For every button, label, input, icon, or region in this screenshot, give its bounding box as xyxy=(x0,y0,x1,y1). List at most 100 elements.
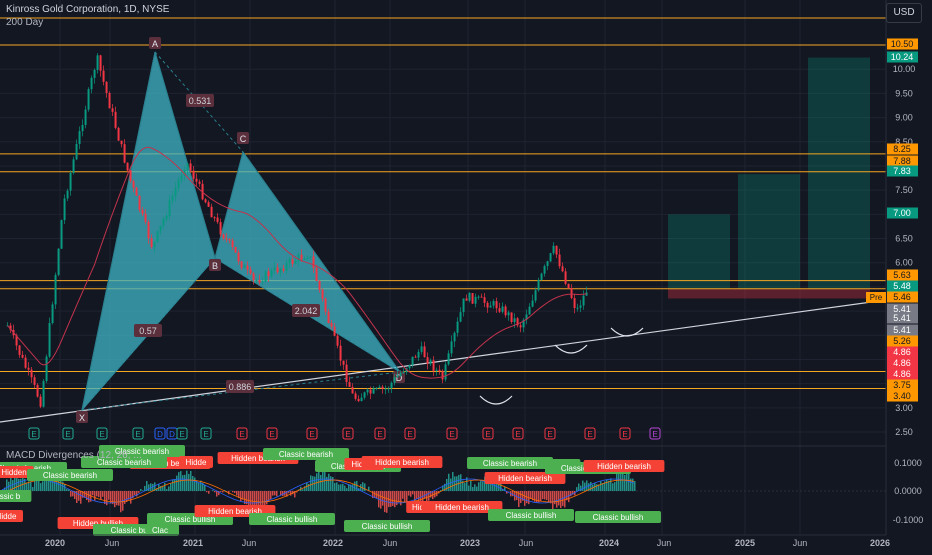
candle-body xyxy=(250,270,252,274)
macd-bar xyxy=(92,491,94,495)
macd-bar xyxy=(192,476,194,491)
candle-body xyxy=(439,370,441,371)
candle-body xyxy=(397,376,399,377)
macd-bar xyxy=(556,491,558,508)
macd-bar xyxy=(390,491,392,507)
candle-body xyxy=(535,290,537,300)
target-zone xyxy=(808,58,870,289)
macd-bar xyxy=(164,483,166,491)
macd-bar xyxy=(458,475,460,491)
candle-body xyxy=(364,392,366,397)
candle-body xyxy=(403,372,405,373)
macd-bar xyxy=(78,491,80,501)
candle-body xyxy=(454,333,456,342)
macd-bar xyxy=(346,488,348,491)
macd-divergence-tag-label: Hidden bearish xyxy=(498,474,552,483)
candle-body xyxy=(379,387,381,388)
candle-body xyxy=(265,271,267,281)
pattern-point-b: B xyxy=(212,261,218,271)
macd-bar xyxy=(406,491,408,502)
candle-body xyxy=(70,173,72,191)
macd-bar xyxy=(40,483,42,491)
target-zone xyxy=(668,214,730,288)
candle-body xyxy=(253,273,255,280)
candle-body xyxy=(319,281,321,290)
event-marker-label: E xyxy=(377,430,382,439)
candle-body xyxy=(334,327,336,336)
time-axis-tick: Jun xyxy=(242,538,257,548)
price-badge-label: 4.86 xyxy=(893,347,911,357)
event-marker-label: E xyxy=(622,430,627,439)
candle-body xyxy=(97,55,99,70)
candle-body xyxy=(496,301,498,308)
macd-bar xyxy=(22,476,24,491)
macd-bar xyxy=(610,478,612,491)
price-axis-tick: 10.00 xyxy=(893,64,916,74)
candle-body xyxy=(442,371,444,379)
moving-average-label[interactable]: 200 Day xyxy=(6,17,43,28)
event-marker-label: E xyxy=(309,430,314,439)
candle-body xyxy=(262,282,264,283)
macd-bar xyxy=(544,491,546,499)
macd-bar xyxy=(590,482,592,491)
candle-body xyxy=(505,306,507,315)
macd-indicator-title[interactable]: MACD Divergences (12, 26, ... xyxy=(6,450,142,461)
macd-divergence-tag-label: Classic bullish xyxy=(506,511,557,520)
macd-bar xyxy=(578,484,580,491)
candle-body xyxy=(136,188,138,196)
price-axis-tick: 6.00 xyxy=(895,258,913,268)
candle-body xyxy=(31,370,33,378)
candle-body xyxy=(340,346,342,361)
macd-bar xyxy=(452,472,454,491)
candle-body xyxy=(256,280,258,281)
macd-bar xyxy=(114,491,116,507)
candle-body xyxy=(178,180,180,188)
macd-bar xyxy=(194,478,196,491)
candle-body xyxy=(514,318,516,322)
candle-body xyxy=(235,247,237,253)
macd-bar xyxy=(272,491,274,496)
symbol-title[interactable]: Kinross Gold Corporation, 1D, NYSE xyxy=(6,4,169,15)
macd-bar xyxy=(530,491,532,499)
currency-button[interactable]: USD xyxy=(886,3,922,23)
macd-bar xyxy=(332,477,334,491)
macd-bar xyxy=(138,491,140,493)
candle-body xyxy=(22,355,24,358)
macd-bar xyxy=(270,491,272,499)
candle-body xyxy=(448,353,450,364)
candle-body xyxy=(547,261,549,266)
macd-bar xyxy=(454,476,456,491)
candle-body xyxy=(247,266,249,270)
event-marker-label: E xyxy=(239,430,244,439)
candle-body xyxy=(487,303,489,308)
candle-body xyxy=(433,360,435,371)
candle-body xyxy=(583,296,585,306)
candle-body xyxy=(187,163,189,170)
macd-bar xyxy=(32,487,34,491)
macd-bar xyxy=(310,475,312,491)
candle-body xyxy=(121,141,123,145)
candle-body xyxy=(34,377,36,385)
macd-bar xyxy=(404,491,406,502)
candle-body xyxy=(91,78,93,89)
pattern-point-x: X xyxy=(79,413,85,423)
macd-bar xyxy=(546,491,548,500)
time-axis-tick: 2020 xyxy=(45,538,65,548)
time-axis-tick: Jun xyxy=(519,538,534,548)
candle-body xyxy=(205,199,207,202)
macd-divergence-tag-label: Hidden bearish xyxy=(375,458,429,467)
candle-body xyxy=(307,258,309,259)
event-marker-label: E xyxy=(515,430,520,439)
macd-bar xyxy=(478,482,480,491)
price-badge-label: 5.41 xyxy=(893,325,911,335)
event-marker-label: D xyxy=(157,430,163,439)
macd-bar xyxy=(342,484,344,491)
macd-bar xyxy=(524,491,526,506)
candle-body xyxy=(430,360,432,363)
macd-bar xyxy=(280,491,282,495)
price-badge-label: 7.00 xyxy=(893,208,911,218)
candle-body xyxy=(391,383,393,389)
macd-bar xyxy=(16,478,18,491)
